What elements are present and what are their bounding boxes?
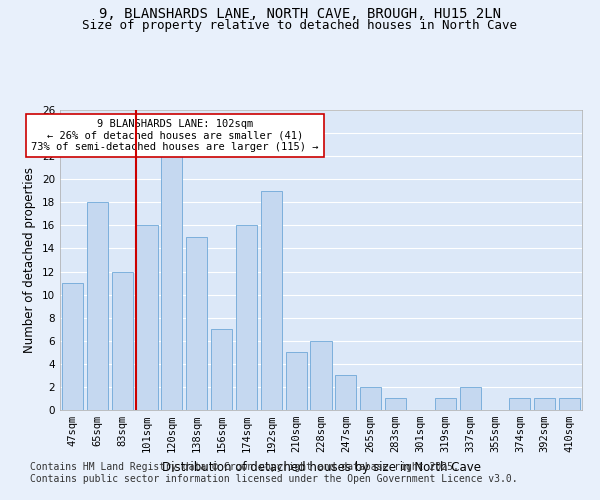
Bar <box>211 329 232 410</box>
Bar <box>62 283 83 410</box>
Bar <box>509 398 530 410</box>
Bar <box>534 398 555 410</box>
Text: 9 BLANSHARDS LANE: 102sqm
← 26% of detached houses are smaller (41)
73% of semi-: 9 BLANSHARDS LANE: 102sqm ← 26% of detac… <box>31 119 319 152</box>
Bar <box>236 226 257 410</box>
Y-axis label: Number of detached properties: Number of detached properties <box>23 167 37 353</box>
Bar <box>360 387 381 410</box>
Text: 9, BLANSHARDS LANE, NORTH CAVE, BROUGH, HU15 2LN: 9, BLANSHARDS LANE, NORTH CAVE, BROUGH, … <box>99 8 501 22</box>
Bar <box>261 191 282 410</box>
Bar <box>335 376 356 410</box>
Text: Size of property relative to detached houses in North Cave: Size of property relative to detached ho… <box>83 18 517 32</box>
Text: Contains public sector information licensed under the Open Government Licence v3: Contains public sector information licen… <box>30 474 518 484</box>
Bar <box>136 226 158 410</box>
Bar <box>310 341 332 410</box>
Bar <box>87 202 108 410</box>
Bar <box>161 156 182 410</box>
Text: Contains HM Land Registry data © Crown copyright and database right 2025.: Contains HM Land Registry data © Crown c… <box>30 462 459 472</box>
Bar <box>460 387 481 410</box>
Bar <box>286 352 307 410</box>
Bar <box>186 237 207 410</box>
Bar <box>112 272 133 410</box>
Bar <box>559 398 580 410</box>
Bar <box>385 398 406 410</box>
Bar <box>435 398 456 410</box>
X-axis label: Distribution of detached houses by size in North Cave: Distribution of detached houses by size … <box>161 460 481 473</box>
